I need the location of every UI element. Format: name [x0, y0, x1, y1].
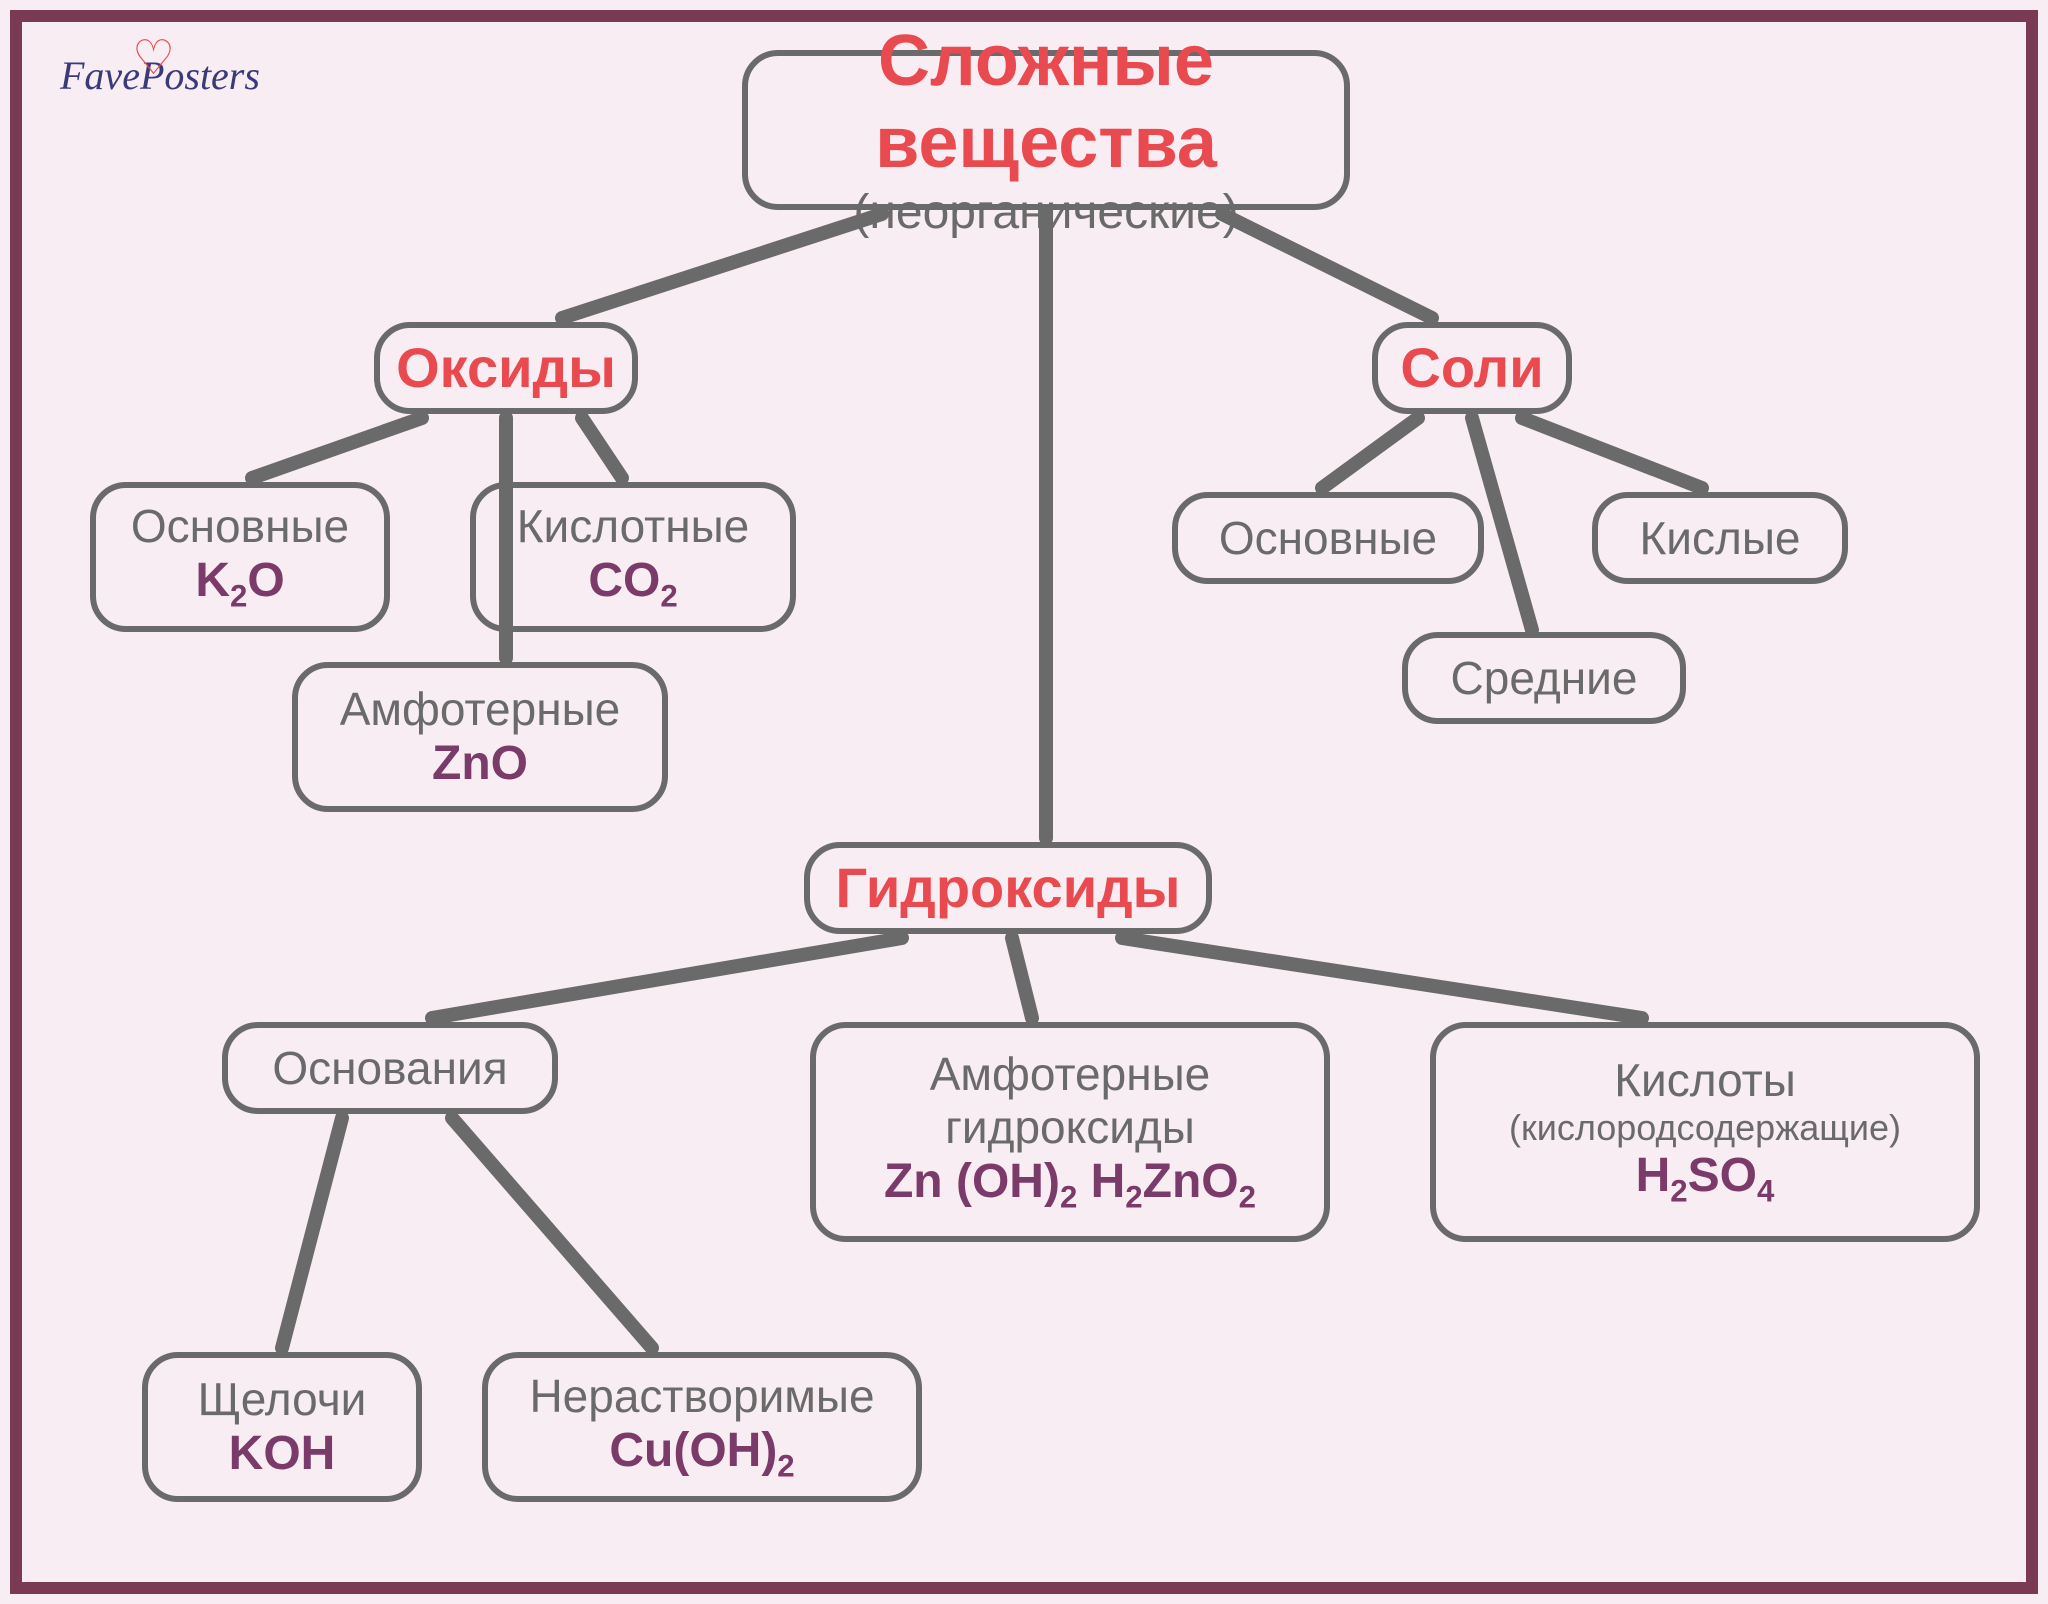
node-alkali: Щелочи KOH [142, 1352, 422, 1502]
node-root: Сложные вещества (неорганические) [742, 50, 1350, 210]
root-title: Сложные вещества [776, 20, 1316, 186]
hydroxides-title: Гидроксиды [836, 856, 1181, 920]
bases-label: Основания [272, 1042, 507, 1095]
heart-icon: ♡ [132, 30, 175, 86]
node-salt-medium: Средние [1402, 632, 1686, 724]
salt-basic-label: Основные [1219, 512, 1437, 565]
acids-sublabel: (кислородсодержащие) [1509, 1107, 1901, 1148]
node-insoluble: Нерастворимые Cu(OH)2 [482, 1352, 922, 1502]
logo: FavePosters ♡ [60, 52, 260, 99]
node-bases: Основания [222, 1022, 558, 1114]
ampho-hydrox-label1: Амфотерные [930, 1048, 1211, 1101]
node-hydroxides: Гидроксиды [804, 842, 1212, 934]
node-acids: Кислоты (кислородсодержащие) H2SO4 [1430, 1022, 1980, 1242]
node-oxide-basic: Основные K2O [90, 482, 390, 632]
acids-formula: H2SO4 [1636, 1148, 1775, 1209]
node-salt-acidic: Кислые [1592, 492, 1848, 584]
ampho-hydrox-label2: гидроксиды [945, 1101, 1195, 1154]
insoluble-formula: Cu(OH)2 [609, 1423, 794, 1484]
oxide-basic-label: Основные [131, 500, 349, 553]
node-salts: Соли [1372, 322, 1572, 414]
oxide-acidic-label: Кислотные [517, 500, 750, 553]
node-ampho-hydroxides: Амфотерные гидроксиды Zn (OH)2 H2ZnO2 [810, 1022, 1330, 1242]
ampho-hydrox-formula: Zn (OH)2 H2ZnO2 [884, 1154, 1256, 1215]
salts-title: Соли [1400, 336, 1543, 400]
acids-label: Кислоты [1614, 1054, 1796, 1107]
oxide-acidic-formula: CO2 [588, 553, 677, 614]
outer-frame: FavePosters ♡ Сложные вещества (неоргани… [10, 10, 2038, 1594]
root-subtitle: (неорганические) [853, 185, 1238, 240]
salt-acidic-label: Кислые [1640, 512, 1801, 565]
alkali-formula: KOH [229, 1426, 336, 1481]
salt-medium-label: Средние [1451, 652, 1638, 705]
oxide-ampho-label: Амфотерные [340, 683, 621, 736]
node-oxide-acidic: Кислотные CO2 [470, 482, 796, 632]
oxide-basic-formula: K2O [195, 553, 284, 614]
alkali-label: Щелочи [198, 1373, 367, 1426]
oxide-ampho-formula: ZnO [432, 736, 528, 791]
insoluble-label: Нерастворимые [529, 1370, 874, 1423]
oxides-title: Оксиды [396, 336, 616, 400]
node-salt-basic: Основные [1172, 492, 1484, 584]
node-oxides: Оксиды [374, 322, 638, 414]
node-oxide-ampho: Амфотерные ZnO [292, 662, 668, 812]
